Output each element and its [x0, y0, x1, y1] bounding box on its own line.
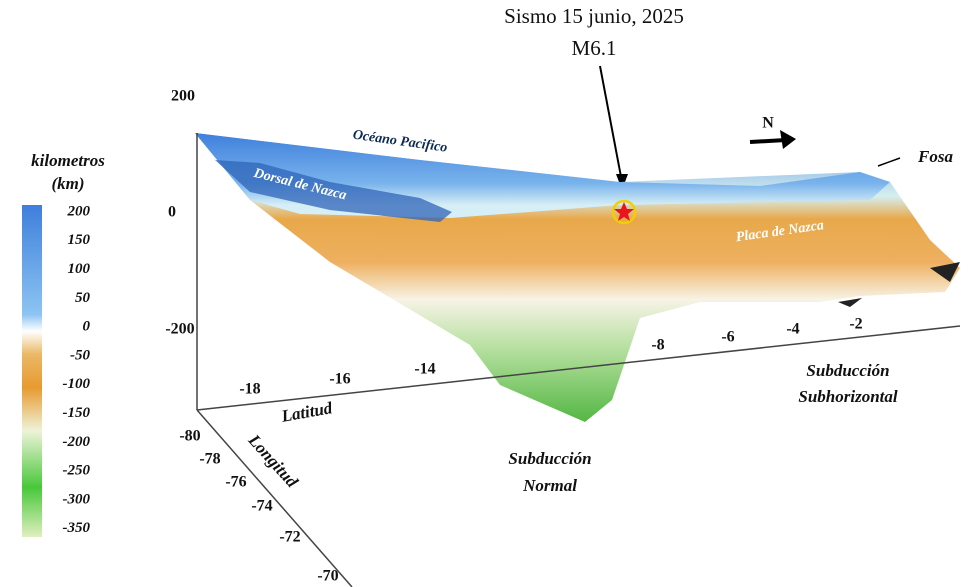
latitude-axis: [196, 325, 961, 411]
longitude-axis: [196, 409, 353, 587]
ocean-label: Océano Pacifico: [352, 128, 448, 156]
depth-tick: -200: [165, 321, 194, 338]
longitude-tick: -76: [225, 474, 246, 491]
latitude-label: Latitud: [279, 398, 334, 426]
colorbar-tick: 100: [68, 261, 91, 277]
latitude-tick: -14: [414, 361, 435, 378]
longitude-tick: -80: [179, 428, 200, 445]
epicenter-star: [614, 202, 634, 221]
north-label: N: [762, 115, 774, 132]
depth-tick: 0: [168, 204, 176, 221]
colorbar-tick: 200: [67, 203, 91, 219]
normal-2: Normal: [522, 476, 577, 495]
colorbar-tick: -150: [63, 405, 91, 421]
colorbar-tick: 50: [75, 290, 91, 306]
axis-ticks: 200 0 -200 -18 -16 -14 -8 -6 -4 -2 -80 -78 -76 -74 -72…: [165, 88, 862, 585]
colorbar-tick: -250: [63, 463, 91, 479]
colorbar-tick: 0: [83, 319, 91, 335]
latitude-tick: -8: [651, 337, 664, 354]
flat-2: Subhorizontal: [798, 387, 897, 406]
colorbar-tick: -300: [63, 491, 91, 507]
epicenter-ring: [611, 199, 637, 225]
trench-label: Fosa: [917, 147, 953, 166]
flat-1: Subducción: [806, 361, 889, 380]
longitude-tick: -72: [279, 529, 300, 546]
colorbar-tick: -50: [70, 347, 90, 363]
longitude-tick: -74: [251, 498, 272, 515]
latitude-tick: -18: [239, 381, 260, 398]
subtitle: M6.1: [572, 36, 617, 60]
edge: [838, 298, 862, 307]
north-arrow: [749, 138, 787, 144]
colorbar-tick: -350: [63, 520, 91, 536]
colorbar-ticks: 200 150 100 50 0 -50 -100 -150 -200 -250 -300 -350: [63, 203, 91, 536]
latitude-tick: -2: [849, 316, 862, 333]
north-head: [780, 130, 796, 149]
longitude-tick: -70: [317, 568, 338, 585]
colorbar-tick: -200: [63, 434, 91, 450]
longitude-label: Longitud: [244, 430, 302, 492]
trench-arrow: [877, 157, 901, 167]
pointer: [599, 65, 623, 183]
normal-1: Subducción: [508, 449, 591, 468]
colorbar-tick: -100: [63, 376, 91, 392]
colorbar-tick: 150: [68, 232, 91, 248]
latitude-tick: -6: [721, 329, 734, 346]
colorbar: [22, 205, 42, 537]
latitude-tick: -16: [329, 371, 350, 388]
colorbar-title: kilometros: [31, 151, 105, 170]
title: Sismo 15 junio, 2025: [504, 4, 684, 28]
latitude-tick: -4: [786, 321, 799, 338]
edge: [930, 262, 960, 282]
ridge: [215, 160, 452, 222]
longitude-tick: -78: [199, 451, 220, 468]
depth-tick: 200: [171, 88, 195, 105]
colorbar-unit: (km): [51, 174, 84, 193]
